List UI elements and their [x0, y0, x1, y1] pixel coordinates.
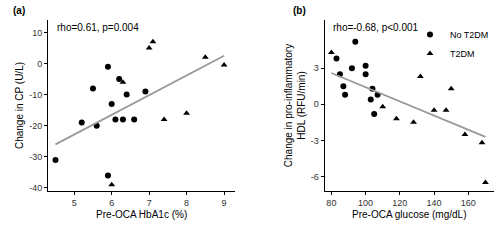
svg-text:T2DM: T2DM: [450, 49, 475, 59]
svg-text:3: 3: [314, 63, 319, 73]
svg-text:120: 120: [392, 198, 407, 208]
svg-text:-20: -20: [29, 121, 42, 131]
svg-text:(a): (a): [13, 5, 25, 16]
svg-text:5: 5: [72, 198, 77, 208]
svg-text:140: 140: [427, 198, 442, 208]
svg-text:rho=-0.68, p<0.001: rho=-0.68, p<0.001: [333, 22, 419, 33]
svg-text:Change in pro-inflammatoryHDL: Change in pro-inflammatoryHDL (RFU/min): [283, 44, 307, 167]
svg-text:Change in CP (U/L): Change in CP (U/L): [14, 62, 25, 149]
svg-text:No T2DM: No T2DM: [450, 30, 488, 40]
svg-text:100: 100: [358, 198, 373, 208]
svg-text:80: 80: [326, 198, 336, 208]
svg-text:-6: -6: [311, 172, 319, 182]
svg-text:0: 0: [37, 59, 42, 69]
svg-text:7: 7: [147, 198, 152, 208]
svg-text:-40: -40: [29, 183, 42, 193]
svg-text:0: 0: [314, 99, 319, 109]
svg-text:-3: -3: [311, 136, 319, 146]
svg-text:(b): (b): [293, 5, 306, 16]
svg-text:10: 10: [32, 28, 42, 38]
svg-text:-30: -30: [29, 152, 42, 162]
svg-text:Pre-OCA HbA1c (%): Pre-OCA HbA1c (%): [96, 209, 187, 220]
svg-text:Pre-OCA glucose (mg/dL): Pre-OCA glucose (mg/dL): [352, 209, 467, 220]
svg-text:8: 8: [184, 198, 189, 208]
svg-text:rho=0.61, p=0.004: rho=0.61, p=0.004: [57, 22, 139, 33]
svg-text:-10: -10: [29, 90, 42, 100]
svg-text:6: 6: [109, 198, 114, 208]
svg-text:9: 9: [222, 198, 227, 208]
svg-text:160: 160: [461, 198, 476, 208]
